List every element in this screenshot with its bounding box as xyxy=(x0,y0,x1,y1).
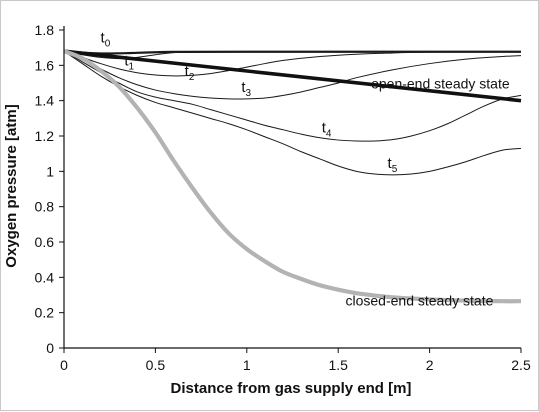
y-axis-title: Oxygen pressure [atm] xyxy=(3,104,20,267)
series-labels: t0 t1 t2 t3 t4 t5 open-end steady state closed-… xyxy=(101,29,510,308)
y-tick-label: 1.4 xyxy=(35,93,55,109)
series-label-t4: t4 xyxy=(322,119,332,139)
series-label-open-end-steady-state: open-end steady state xyxy=(371,75,510,91)
y-tick-label: 0 xyxy=(46,340,54,356)
series-label-t2: t2 xyxy=(185,63,195,83)
series-label-t0: t0 xyxy=(101,29,111,49)
y-tick-label: 1.8 xyxy=(35,22,55,38)
y-tick-label: 0.6 xyxy=(35,234,55,250)
series-line-t3 xyxy=(63,50,522,100)
series-line-t5 xyxy=(63,50,522,176)
series-line-t4 xyxy=(63,50,522,142)
x-tick-label: 0 xyxy=(60,357,68,373)
x-tick-label: 0.5 xyxy=(146,357,166,373)
axes: 0 0.2 0.4 0.6 0.8 1 1.2 1.4 1.6 1.8 0 0.5 1 1.5 2 2.5 xyxy=(35,22,531,373)
series-label-closed-end-steady-state: closed-end steady state xyxy=(346,293,494,309)
series-line-closed-end-steady-state xyxy=(63,49,522,304)
series-label-t3: t3 xyxy=(241,79,251,99)
series-label-t1: t1 xyxy=(124,52,134,72)
x-tick-label: 1 xyxy=(243,357,251,373)
y-tick-label: 1.2 xyxy=(35,128,55,144)
x-tick-label: 2 xyxy=(426,357,434,373)
x-tick-label: 1.5 xyxy=(328,357,348,373)
x-axis-title: Distance from gas supply end [m] xyxy=(171,380,412,397)
y-tick-label: 0.2 xyxy=(35,305,55,321)
series-label-t5: t5 xyxy=(388,155,398,175)
series-line-t2 xyxy=(63,50,522,77)
y-tick-label: 0.8 xyxy=(35,199,55,215)
x-tick-label: 2.5 xyxy=(511,357,531,373)
series-line-t1 xyxy=(63,50,522,60)
y-tick-label: 1.6 xyxy=(35,57,55,73)
y-tick-label: 1 xyxy=(46,163,54,179)
series-line-open-end-steady-state xyxy=(63,49,522,103)
series-lines xyxy=(63,49,522,304)
y-tick-label: 0.4 xyxy=(35,269,55,285)
